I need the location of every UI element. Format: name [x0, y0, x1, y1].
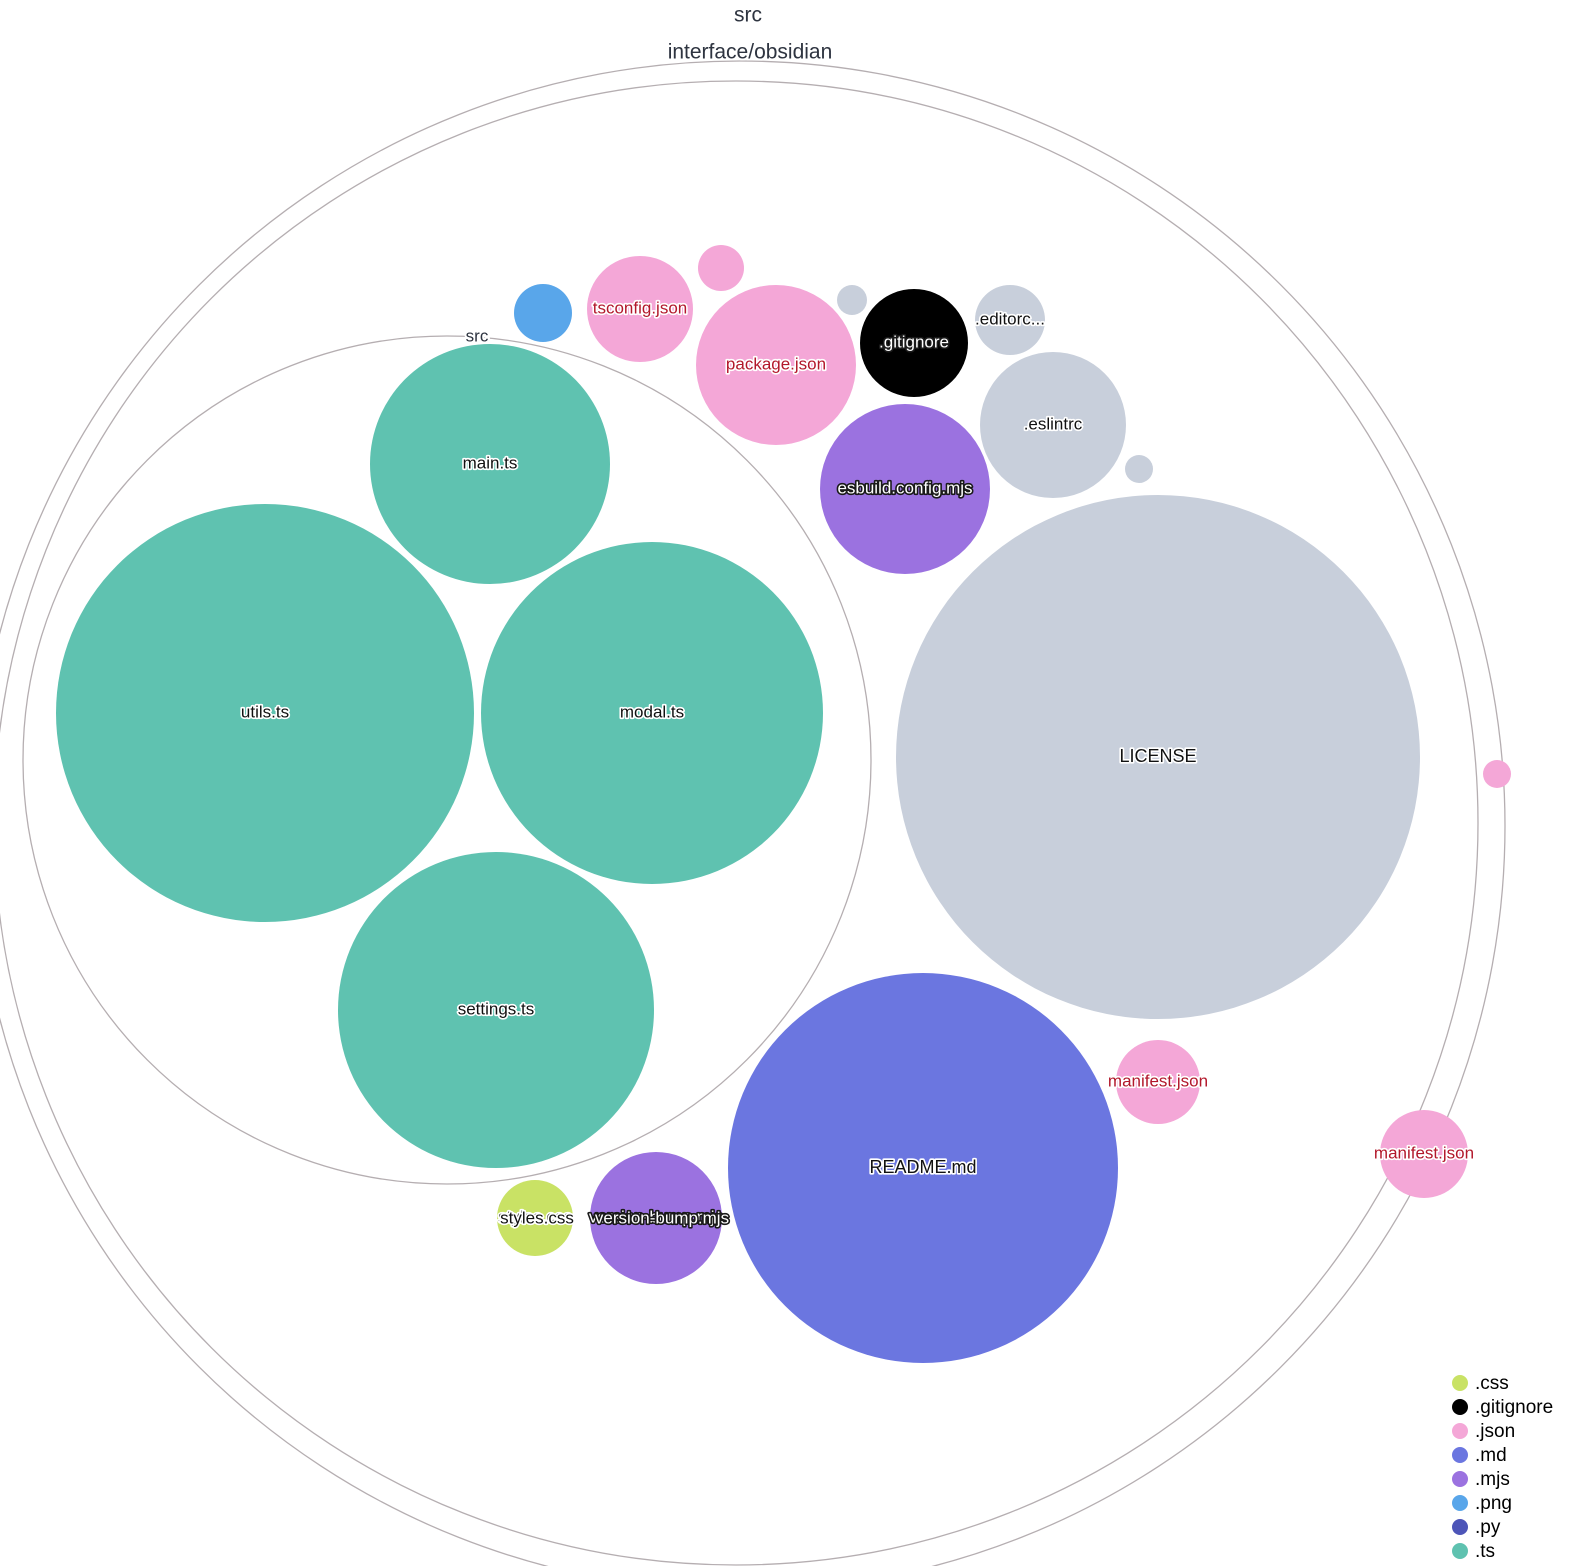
file-bubble[interactable]: [1116, 1040, 1200, 1124]
legend-label-ts: .ts: [1475, 1541, 1495, 1562]
file-bubble[interactable]: [1125, 455, 1153, 483]
file-bubble[interactable]: [514, 284, 572, 342]
legend-swatch-py[interactable]: [1452, 1519, 1468, 1535]
legend-label-css: .css: [1475, 1373, 1509, 1394]
file-bubble[interactable]: [1483, 760, 1511, 788]
folder-ring-1[interactable]: [0, 80, 1479, 1566]
file-bubble[interactable]: [728, 973, 1118, 1363]
legend-swatch-png[interactable]: [1452, 1495, 1468, 1511]
legend-label-md: .md: [1475, 1445, 1507, 1466]
file-bubble[interactable]: [860, 289, 968, 397]
file-bubble[interactable]: [370, 344, 610, 584]
file-bubble[interactable]: [975, 285, 1045, 355]
file-bubble[interactable]: [497, 1180, 573, 1256]
folder-ring-0[interactable]: [0, 60, 1506, 1566]
legend-label-mjs: .mjs: [1475, 1469, 1510, 1490]
file-bubble[interactable]: [980, 352, 1126, 498]
file-bubble[interactable]: [338, 852, 654, 1168]
file-bubble[interactable]: [590, 1152, 722, 1284]
file-bubble[interactable]: [820, 404, 990, 574]
file-bubble[interactable]: [896, 495, 1420, 1019]
legend-swatch-mjs[interactable]: [1452, 1471, 1468, 1487]
file-bubble[interactable]: [696, 285, 856, 445]
file-bubble[interactable]: [1380, 1110, 1468, 1198]
file-bubble[interactable]: [56, 504, 474, 922]
legend-label-gitignore: .gitignore: [1475, 1397, 1553, 1418]
legend-swatch-ts[interactable]: [1452, 1543, 1468, 1559]
legend[interactable]: .css .gitignore .json .md .mjs .png .py .ts: [1452, 1373, 1553, 1562]
legend-swatch-gitignore[interactable]: [1452, 1399, 1468, 1415]
legend-label-json: .json: [1475, 1421, 1515, 1442]
file-bubble[interactable]: [698, 245, 744, 291]
legend-swatch-json[interactable]: [1452, 1423, 1468, 1439]
folder-ring-group: [0, 60, 1506, 1566]
legend-label-py: .py: [1475, 1517, 1501, 1538]
legend-swatch-md[interactable]: [1452, 1447, 1468, 1463]
file-bubble[interactable]: [481, 542, 823, 884]
legend-label-png: .png: [1475, 1493, 1512, 1514]
file-bubble-group[interactable]: [56, 245, 1511, 1363]
legend-swatch-css[interactable]: [1452, 1375, 1468, 1391]
file-bubble[interactable]: [587, 256, 693, 362]
folder-ring-2[interactable]: [22, 335, 872, 1185]
file-bubble[interactable]: [837, 285, 867, 315]
